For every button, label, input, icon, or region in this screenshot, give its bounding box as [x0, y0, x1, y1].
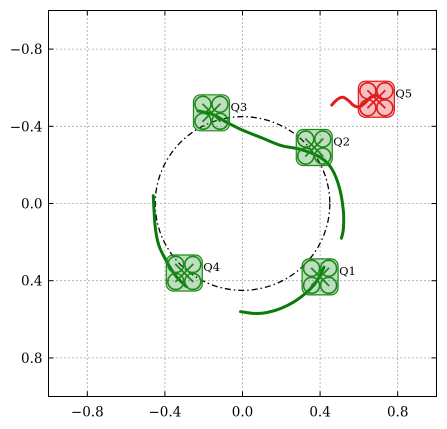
quadrotor-arm	[201, 103, 222, 123]
quadrotor-label: Q4	[203, 260, 220, 274]
reference-circle-layer	[154, 116, 331, 291]
quadrotor-marker: Q5	[357, 80, 412, 118]
axis-ticks: −0.8 −0.4 0.0 0.4 0.8 0.8 0.4 0.0 −0.4 −0.8	[10, 10, 437, 421]
quadrotor-arm	[304, 137, 324, 158]
quadrotor-rotor	[211, 95, 229, 114]
x-tick-label: −0.4	[149, 405, 182, 421]
quadrotor-rotor	[194, 95, 212, 114]
quadrotor-rotor	[359, 81, 377, 100]
quadrotor-layer: Q1 Q2 Q3 Q4 Q5	[165, 80, 412, 296]
quadrotor-label: Q3	[230, 100, 247, 114]
quadrotor-rotor	[302, 276, 321, 295]
x-tick-label: 0.4	[309, 405, 330, 421]
x-tick-label: 0.0	[232, 405, 253, 421]
quadrotor-rotor	[319, 259, 338, 278]
quadrotor-marker: Q2	[295, 128, 350, 167]
reference-circle	[154, 116, 331, 291]
quadrotor-rotor	[184, 255, 202, 274]
quadrotor-rotor	[211, 112, 229, 131]
y-tick-label: −0.4	[10, 119, 43, 135]
quadrotor-arm	[174, 263, 194, 283]
grid-lines	[48, 10, 437, 397]
quadrotor-label: Q2	[333, 135, 350, 149]
quadrotor-rotor	[302, 259, 321, 278]
x-tick-label: −0.8	[71, 405, 104, 421]
quadrotor-rotor	[167, 272, 185, 291]
quadrotor-rotor	[167, 255, 185, 274]
quadrotor-marker: Q3	[192, 94, 247, 132]
quadrotor-arm	[310, 267, 330, 287]
quadrotor-label: Q5	[395, 86, 412, 100]
quadrotor-rotor	[376, 81, 394, 100]
quadrotor-marker: Q1	[301, 258, 356, 296]
quadrotor-rotor	[313, 130, 332, 148]
y-tick-label: 0.4	[21, 274, 42, 290]
y-tick-label: 0.0	[21, 197, 42, 213]
quadrotor-marker: Q4	[165, 254, 220, 292]
quadrotor-rotor	[194, 112, 212, 131]
quadrotor-rotor	[296, 147, 315, 165]
x-tick-label: 0.8	[387, 405, 408, 421]
quadrotor-rotor	[296, 130, 315, 148]
trajectory-line	[239, 265, 326, 316]
quadrotor-label: Q1	[339, 264, 356, 278]
quadrotor-rotor	[359, 98, 377, 117]
y-tick-label: −0.8	[10, 42, 43, 58]
quadrotor-rotor	[376, 98, 394, 117]
quadrotor-rotor	[184, 272, 202, 291]
y-tick-label: 0.8	[21, 351, 42, 367]
quadrotor-rotor	[313, 147, 332, 165]
quadrotor-arm	[366, 89, 386, 109]
quadrotor-rotor	[319, 276, 338, 295]
trajectory-line	[151, 194, 188, 288]
